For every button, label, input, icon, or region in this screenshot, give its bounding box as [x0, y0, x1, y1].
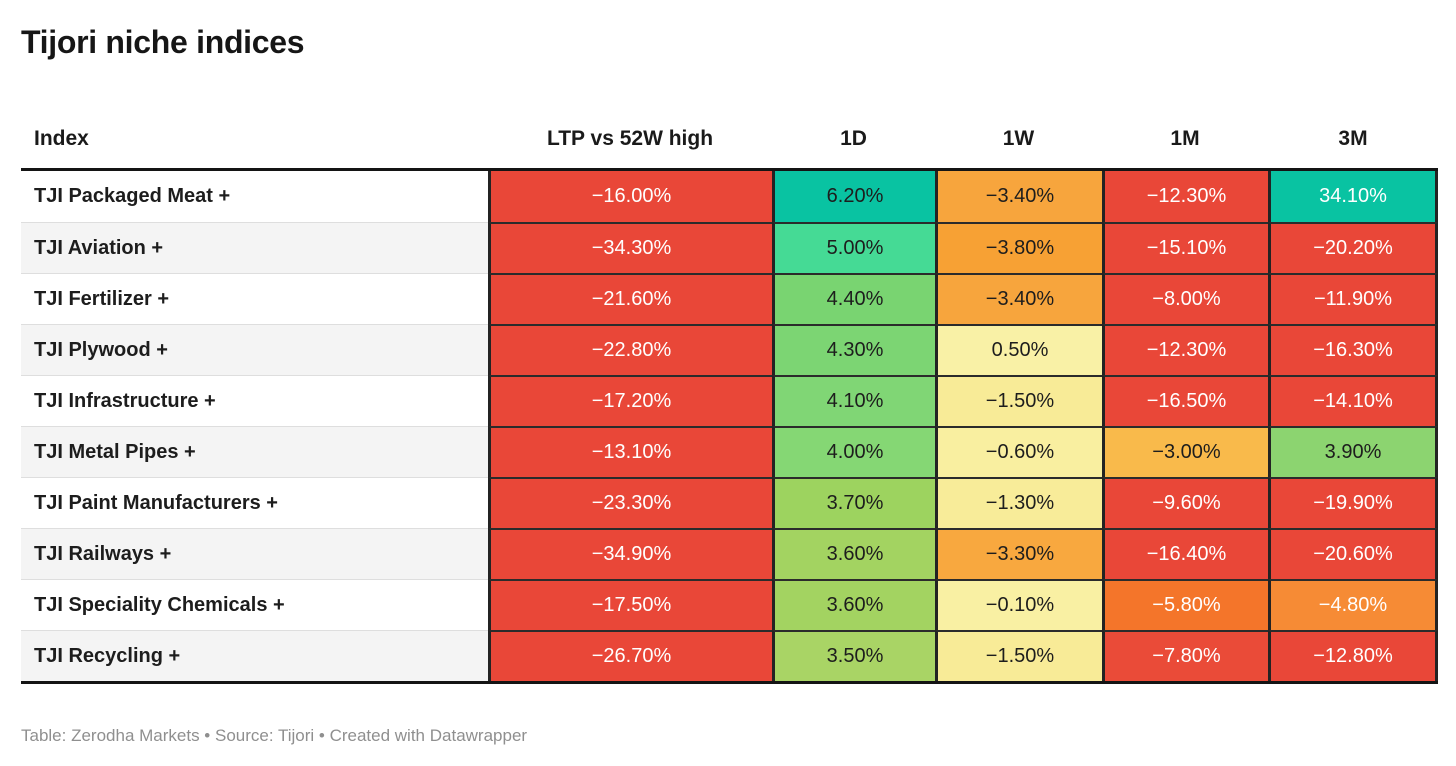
cell-1m: −15.10% [1102, 222, 1268, 273]
cell-1d: 3.60% [772, 579, 935, 630]
table-row: TJI Plywood + −22.80% 4.30% 0.50% −12.30… [21, 324, 1438, 375]
cell-1d: 4.40% [772, 273, 935, 324]
column-header-1m[interactable]: 1M [1170, 127, 1200, 150]
cell-ltp-52w-high: −21.60% [488, 273, 772, 324]
table-row: TJI Aviation + −34.30% 5.00% −3.80% −15.… [21, 222, 1438, 273]
row-label[interactable]: TJI Plywood + [21, 324, 488, 375]
cell-3m: −16.30% [1268, 324, 1438, 375]
page-title: Tijori niche indices [21, 24, 305, 60]
row-label[interactable]: TJI Paint Manufacturers + [21, 477, 488, 528]
cell-3m: −14.10% [1268, 375, 1438, 426]
cell-ltp-52w-high: −16.00% [488, 171, 772, 222]
row-label[interactable]: TJI Aviation + [21, 222, 488, 273]
row-label[interactable]: TJI Infrastructure + [21, 375, 488, 426]
cell-1d: 3.50% [772, 630, 935, 681]
cell-1d: 6.20% [772, 171, 935, 222]
cell-1w: 0.50% [935, 324, 1102, 375]
table-row: TJI Infrastructure + −17.20% 4.10% −1.50… [21, 375, 1438, 426]
column-header-1d[interactable]: 1D [840, 127, 867, 150]
table-row: TJI Speciality Chemicals + −17.50% 3.60%… [21, 579, 1438, 630]
cell-1m: −12.30% [1102, 324, 1268, 375]
cell-3m: −11.90% [1268, 273, 1438, 324]
cell-ltp-52w-high: −13.10% [488, 426, 772, 477]
column-header-1w[interactable]: 1W [1002, 127, 1035, 150]
row-label[interactable]: TJI Speciality Chemicals + [21, 579, 488, 630]
cell-1w: −3.30% [935, 528, 1102, 579]
cell-1w: −1.50% [935, 375, 1102, 426]
cell-3m: −20.60% [1268, 528, 1438, 579]
cell-1m: −16.50% [1102, 375, 1268, 426]
cell-3m: 3.90% [1268, 426, 1438, 477]
cell-1m: −12.30% [1102, 171, 1268, 222]
cell-1w: −3.40% [935, 171, 1102, 222]
table-row: TJI Metal Pipes + −13.10% 4.00% −0.60% −… [21, 426, 1438, 477]
row-label[interactable]: TJI Fertilizer + [21, 273, 488, 324]
cell-1w: −3.80% [935, 222, 1102, 273]
cell-1w: −0.10% [935, 579, 1102, 630]
cell-1d: 4.00% [772, 426, 935, 477]
cell-1d: 5.00% [772, 222, 935, 273]
cell-1d: 3.70% [772, 477, 935, 528]
row-label[interactable]: TJI Recycling + [21, 630, 488, 681]
cell-1d: 4.30% [772, 324, 935, 375]
cell-ltp-52w-high: −17.50% [488, 579, 772, 630]
table-row: TJI Paint Manufacturers + −23.30% 3.70% … [21, 477, 1438, 528]
cell-1m: −7.80% [1102, 630, 1268, 681]
cell-3m: −12.80% [1268, 630, 1438, 681]
cell-ltp-52w-high: −34.90% [488, 528, 772, 579]
table-row: TJI Recycling + −26.70% 3.50% −1.50% −7.… [21, 630, 1438, 681]
cell-ltp-52w-high: −22.80% [488, 324, 772, 375]
attribution-footer: Table: Zerodha Markets • Source: Tijori … [21, 726, 528, 745]
cell-1w: −0.60% [935, 426, 1102, 477]
cell-1m: −9.60% [1102, 477, 1268, 528]
column-header-index[interactable]: Index [34, 127, 89, 150]
cell-1m: −8.00% [1102, 273, 1268, 324]
cell-1w: −3.40% [935, 273, 1102, 324]
table-header-row: Index LTP vs 52W high 1D 1W 1M 3M [21, 110, 1438, 168]
column-header-ltp-52w-high[interactable]: LTP vs 52W high [546, 127, 714, 150]
cell-1d: 3.60% [772, 528, 935, 579]
cell-3m: −20.20% [1268, 222, 1438, 273]
column-header-3m[interactable]: 3M [1338, 127, 1368, 150]
cell-ltp-52w-high: −26.70% [488, 630, 772, 681]
cell-ltp-52w-high: −23.30% [488, 477, 772, 528]
row-label[interactable]: TJI Metal Pipes + [21, 426, 488, 477]
page: Tijori niche indices Index LTP vs 52W hi… [0, 22, 1456, 746]
table-row: TJI Packaged Meat + −16.00% 6.20% −3.40%… [21, 171, 1438, 222]
table-row: TJI Fertilizer + −21.60% 4.40% −3.40% −8… [21, 273, 1438, 324]
row-label[interactable]: TJI Railways + [21, 528, 488, 579]
cell-ltp-52w-high: −17.20% [488, 375, 772, 426]
cell-1m: −5.80% [1102, 579, 1268, 630]
cell-1m: −16.40% [1102, 528, 1268, 579]
table-row: TJI Railways + −34.90% 3.60% −3.30% −16.… [21, 528, 1438, 579]
cell-3m: 34.10% [1268, 171, 1438, 222]
row-label[interactable]: TJI Packaged Meat + [21, 171, 488, 222]
cell-1w: −1.50% [935, 630, 1102, 681]
cell-3m: −4.80% [1268, 579, 1438, 630]
cell-3m: −19.90% [1268, 477, 1438, 528]
cell-1m: −3.00% [1102, 426, 1268, 477]
table-body: TJI Packaged Meat + −16.00% 6.20% −3.40%… [21, 168, 1438, 684]
cell-1w: −1.30% [935, 477, 1102, 528]
cell-1d: 4.10% [772, 375, 935, 426]
cell-ltp-52w-high: −34.30% [488, 222, 772, 273]
